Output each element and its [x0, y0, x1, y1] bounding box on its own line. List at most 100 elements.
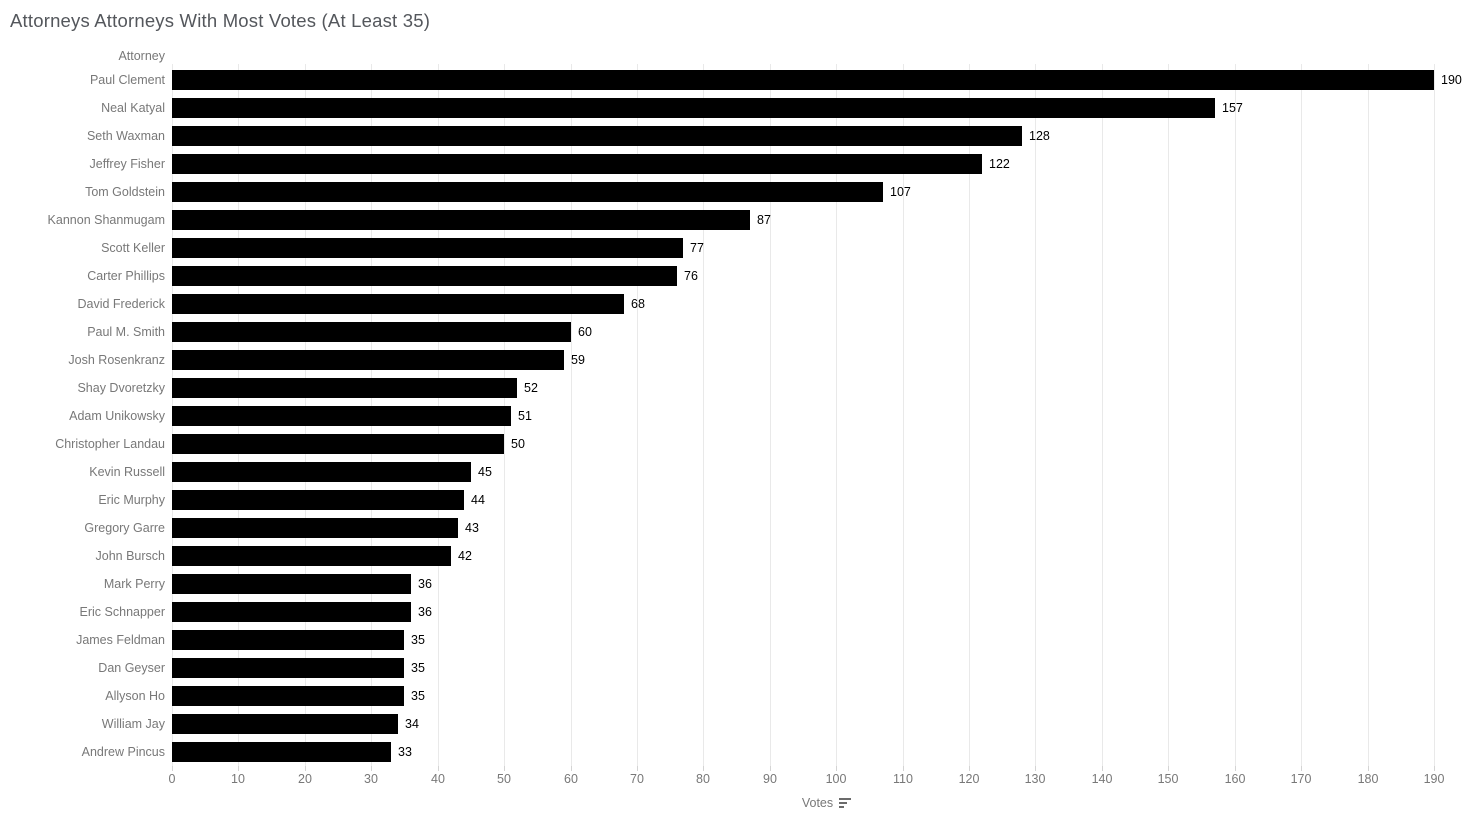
table-row: Scott Keller 77: [0, 234, 1481, 262]
x-axis-tick-mark: [969, 766, 970, 771]
x-axis-tick-mark: [903, 766, 904, 771]
x-axis-tick-label: 190: [1423, 772, 1445, 786]
bar-eric-murphy[interactable]: [172, 490, 464, 510]
bar-value-label: 33: [398, 745, 412, 759]
bar-neal-katyal[interactable]: [172, 98, 1215, 118]
bar-value-label: 36: [418, 605, 432, 619]
x-axis-title: Votes: [172, 794, 1481, 812]
x-axis-tick-label: 10: [231, 772, 245, 786]
x-axis-tick-label: 40: [431, 772, 445, 786]
bar-mark-perry[interactable]: [172, 574, 411, 594]
x-axis-tick-mark: [371, 766, 372, 771]
bar-allyson-ho[interactable]: [172, 686, 404, 706]
x-axis-tick-mark: [770, 766, 771, 771]
table-row: Seth Waxman 128: [0, 122, 1481, 150]
bar-dan-geyser[interactable]: [172, 658, 404, 678]
x-axis-tick-label: 30: [364, 772, 378, 786]
bar-value-label: 122: [989, 157, 1010, 171]
row-label: Kevin Russell: [89, 465, 165, 479]
table-row: William Jay 34: [0, 710, 1481, 738]
bar-gregory-garre[interactable]: [172, 518, 458, 538]
x-axis-tick-label: 160: [1224, 772, 1246, 786]
row-label: Andrew Pincus: [81, 745, 165, 759]
bar-jeffrey-fisher[interactable]: [172, 154, 982, 174]
bar-value-label: 128: [1029, 129, 1050, 143]
bar-rows: Paul Clement 190 Neal Katyal 157 Seth Waxman…: [0, 66, 1481, 766]
sort-descending-icon[interactable]: [839, 798, 852, 808]
row-label: William Jay: [101, 717, 165, 731]
x-axis-tick-label: 150: [1157, 772, 1179, 786]
bar-carter-phillips[interactable]: [172, 266, 677, 286]
bar-andrew-pincus[interactable]: [172, 742, 391, 762]
x-axis-tick-label: 80: [696, 772, 710, 786]
table-row: Tom Goldstein 107: [0, 178, 1481, 206]
bar-josh-rosenkranz[interactable]: [172, 350, 564, 370]
x-axis-tick-label: 110: [893, 772, 913, 786]
row-label: David Frederick: [77, 297, 165, 311]
bar-scott-keller[interactable]: [172, 238, 683, 258]
table-row: Eric Murphy 44: [0, 486, 1481, 514]
table-row: John Bursch 42: [0, 542, 1481, 570]
bar-value-label: 35: [411, 689, 425, 703]
bar-tom-goldstein[interactable]: [172, 182, 883, 202]
chart-title: Attorneys Attorneys With Most Votes (At …: [10, 10, 431, 31]
table-row: Gregory Garre 43: [0, 514, 1481, 542]
table-row: Carter Phillips 76: [0, 262, 1481, 290]
bar-value-label: 190: [1441, 73, 1462, 87]
sort-bar-long: [839, 798, 852, 800]
bar-value-label: 68: [631, 297, 645, 311]
bar-value-label: 44: [471, 493, 485, 507]
bar-john-bursch[interactable]: [172, 546, 451, 566]
bar-kannon-shanmugam[interactable]: [172, 210, 750, 230]
table-row: Mark Perry 36: [0, 570, 1481, 598]
bar-value-label: 34: [405, 717, 419, 731]
x-axis-tick-mark: [172, 766, 173, 771]
table-row: Neal Katyal 157: [0, 94, 1481, 122]
x-axis-tick-mark: [238, 766, 239, 771]
row-label: Seth Waxman: [86, 129, 165, 143]
bar-adam-unikowsky[interactable]: [172, 406, 511, 426]
bar-value-label: 43: [465, 521, 479, 535]
bar-value-label: 35: [411, 633, 425, 647]
bar-paul-m-smith[interactable]: [172, 322, 571, 342]
bar-william-jay[interactable]: [172, 714, 398, 734]
row-label: Neal Katyal: [101, 101, 165, 115]
row-label: Paul Clement: [89, 73, 165, 87]
x-axis-tick-label: 170: [1290, 772, 1312, 786]
x-axis-tick-label: 60: [564, 772, 578, 786]
row-label: Carter Phillips: [87, 269, 165, 283]
row-label: Paul M. Smith: [87, 325, 165, 339]
x-axis-tick-label: 130: [1024, 772, 1046, 786]
table-row: Paul Clement 190: [0, 66, 1481, 94]
table-row: David Frederick 68: [0, 290, 1481, 318]
bar-david-frederick[interactable]: [172, 294, 624, 314]
table-row: Paul M. Smith 60: [0, 318, 1481, 346]
bar-seth-waxman[interactable]: [172, 126, 1022, 146]
bar-james-feldman[interactable]: [172, 630, 404, 650]
bar-shay-dvoretzky[interactable]: [172, 378, 517, 398]
x-axis-tick-mark: [438, 766, 439, 771]
x-axis-tick-label: 70: [630, 772, 644, 786]
bar-value-label: 52: [524, 381, 538, 395]
bar-kevin-russell[interactable]: [172, 462, 471, 482]
bar-paul-clement[interactable]: [172, 70, 1434, 90]
x-axis-tick-mark: [1301, 766, 1302, 771]
bar-christopher-landau[interactable]: [172, 434, 504, 454]
x-axis-tick-label: 180: [1357, 772, 1379, 786]
row-label: Scott Keller: [101, 241, 165, 255]
row-label: Shay Dvoretzky: [77, 381, 165, 395]
table-row: Josh Rosenkranz 59: [0, 346, 1481, 374]
bar-value-label: 36: [418, 577, 432, 591]
x-axis-tick-mark: [305, 766, 306, 771]
bar-eric-schnapper[interactable]: [172, 602, 411, 622]
x-axis-tick-labels: 0 10 20 30 40 50 60 70 80 90 100 110 120 130 140 150 160…: [169, 772, 1481, 788]
table-row: Jeffrey Fisher 122: [0, 150, 1481, 178]
row-label: Christopher Landau: [55, 437, 165, 451]
bar-value-label: 60: [578, 325, 592, 339]
table-row: Eric Schnapper 36: [0, 598, 1481, 626]
x-axis-tick-label: 140: [1091, 772, 1113, 786]
x-axis-tick-mark: [1434, 766, 1435, 771]
bar-value-label: 76: [684, 269, 698, 283]
bar-value-label: 157: [1222, 101, 1243, 115]
row-label: Josh Rosenkranz: [68, 353, 165, 367]
